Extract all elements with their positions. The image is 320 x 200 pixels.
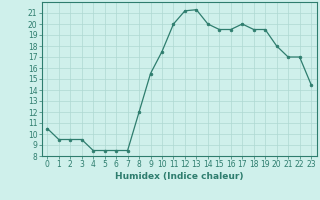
X-axis label: Humidex (Indice chaleur): Humidex (Indice chaleur) [115,172,244,181]
